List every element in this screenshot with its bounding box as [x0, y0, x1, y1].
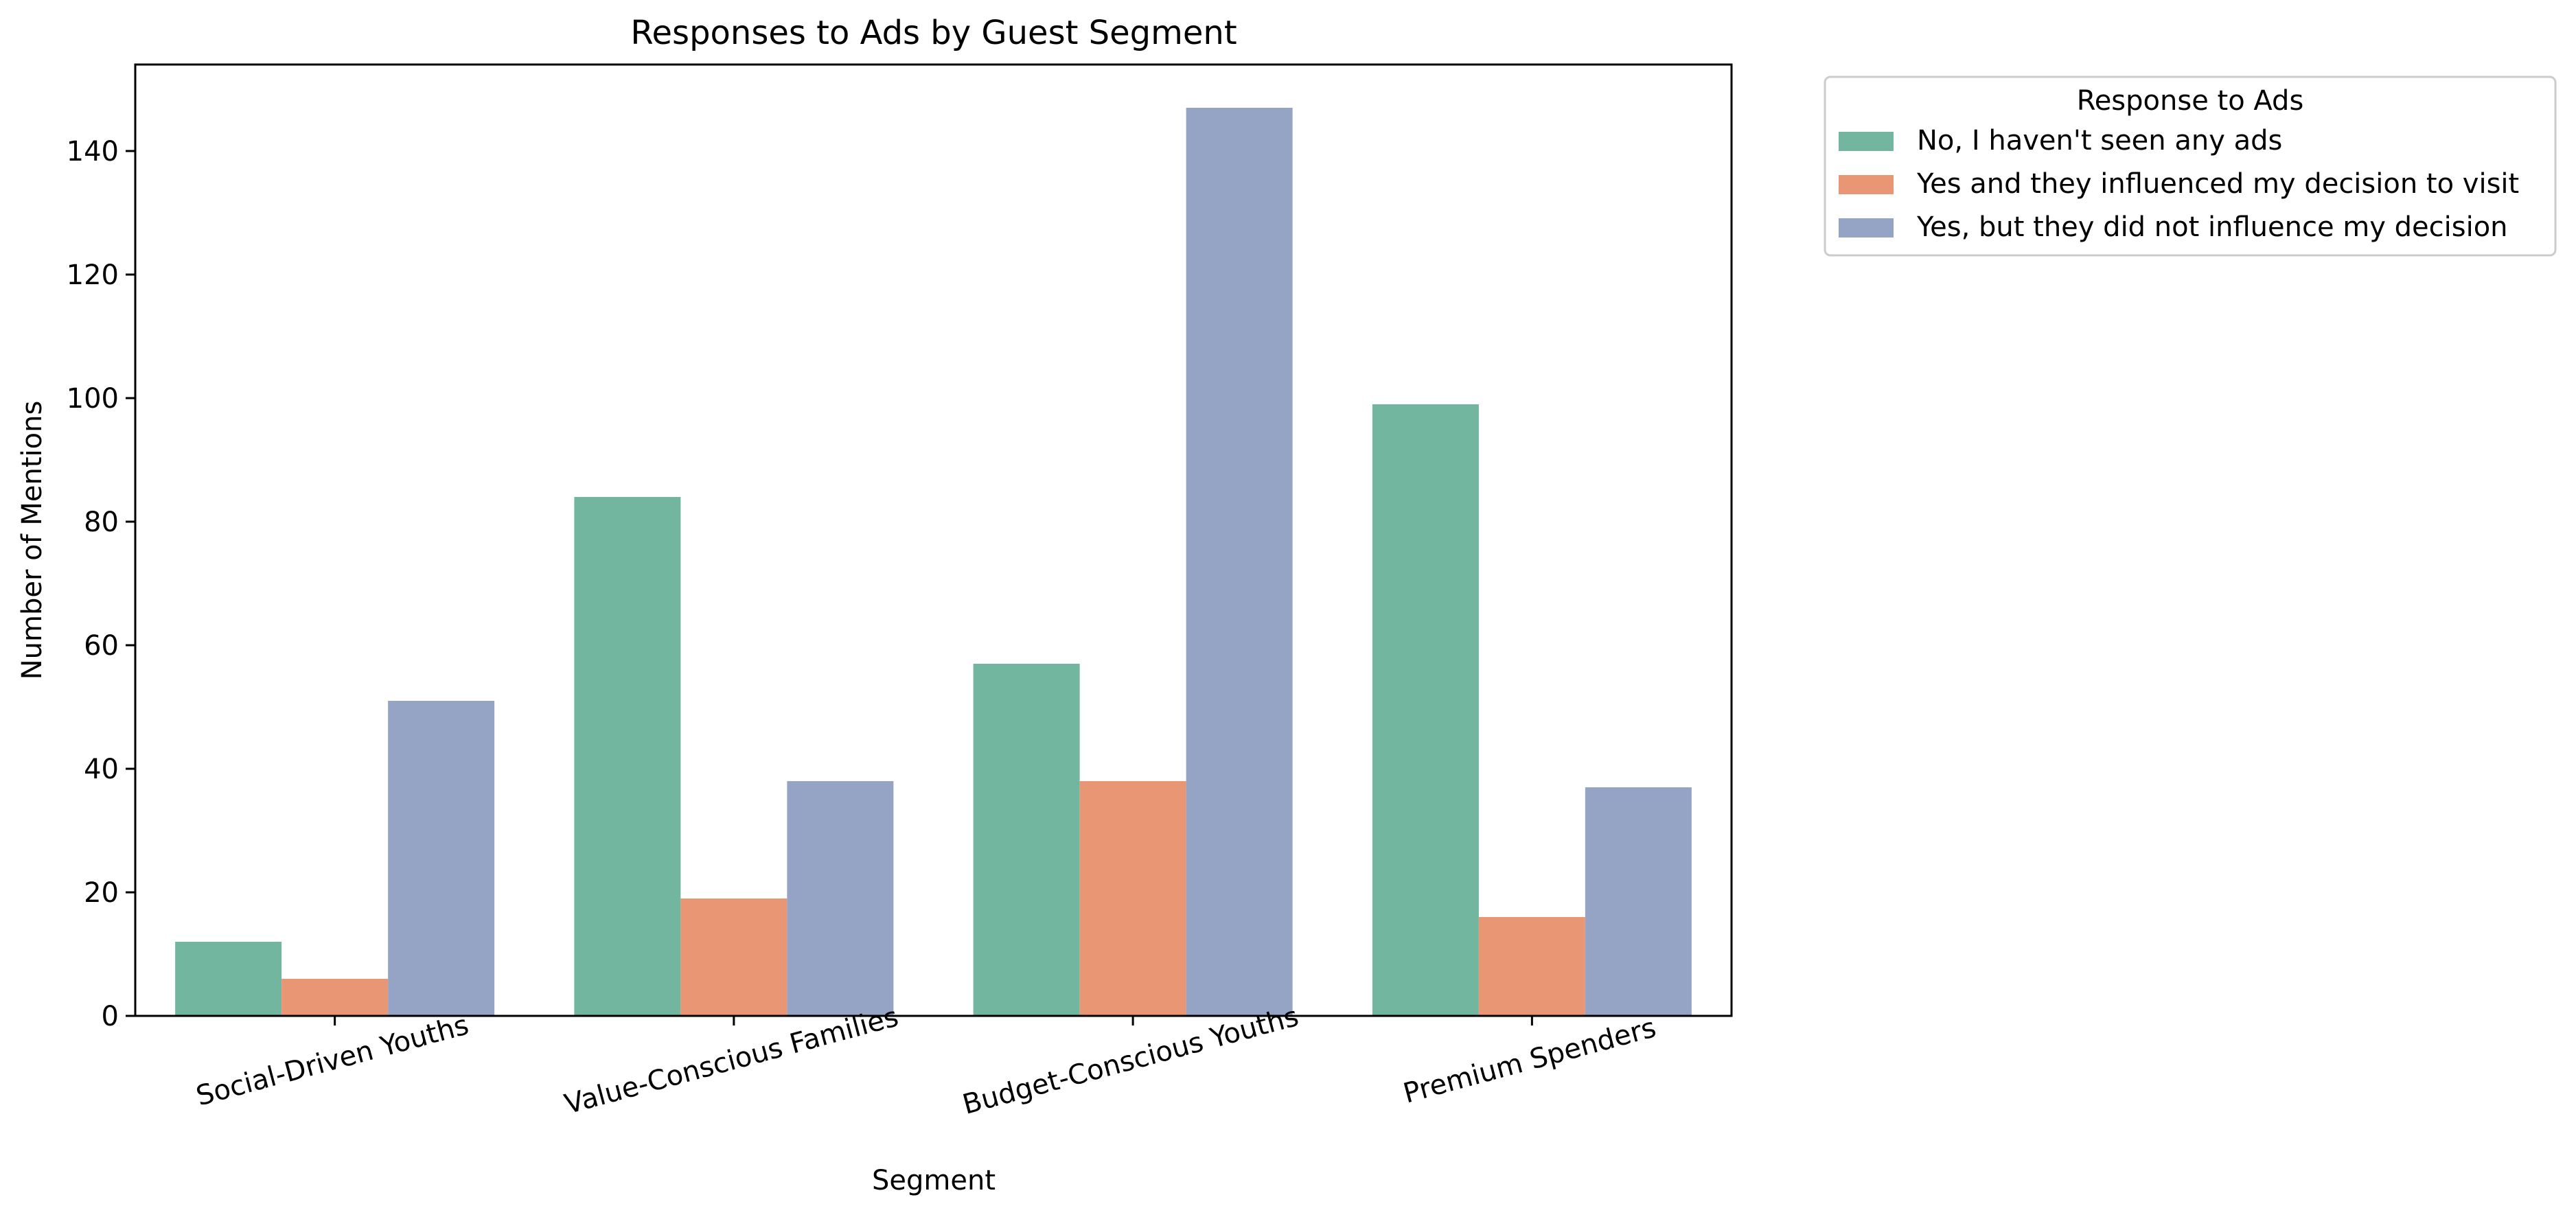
y-tick-label: 0: [102, 1001, 119, 1032]
y-tick-label: 120: [67, 259, 119, 291]
plot-frame: [134, 63, 1733, 1017]
y-tick-label: 20: [84, 877, 119, 909]
bar-group: [175, 108, 1692, 1016]
legend-swatch-1: [1839, 132, 1894, 151]
bar-budget-conscious-youths-series-2: [1079, 781, 1186, 1016]
bar-budget-conscious-youths-series-3: [1186, 108, 1293, 1016]
bar-budget-conscious-youths-series-1: [973, 664, 1080, 1016]
y-tick-label: 140: [67, 136, 119, 167]
chart-title: Responses to Ads by Guest Segment: [630, 14, 1237, 52]
bar-value-conscious-families-series-2: [680, 899, 787, 1016]
bar-premium-spenders-series-3: [1585, 787, 1692, 1016]
bar-value-conscious-families-series-1: [574, 497, 681, 1016]
legend-label-2: Yes and they influenced my decision to v…: [1916, 168, 2519, 200]
bar-social-driven-youths-series-2: [281, 979, 389, 1016]
legend-frame: [1824, 76, 2557, 257]
bar-social-driven-youths-series-1: [175, 942, 282, 1016]
bar-premium-spenders-series-1: [1372, 404, 1479, 1016]
legend-items: No, I haven't seen any ads Yes and they i…: [1839, 125, 2519, 243]
y-tick-label: 100: [67, 383, 119, 415]
bar-social-driven-youths-series-3: [388, 701, 495, 1016]
y-axis-label: Number of Mentions: [16, 401, 48, 680]
bar-value-conscious-families-series-3: [787, 781, 894, 1016]
legend-label-1: No, I haven't seen any ads: [1917, 125, 2282, 157]
y-tick-label: 80: [84, 507, 119, 538]
x-axis-label: Segment: [872, 1165, 996, 1196]
y-axis: 0 20 40 60 80 100 120 140: [67, 136, 135, 1032]
legend-label-3: Yes, but they did not influence my decis…: [1916, 211, 2508, 243]
legend-swatch-2: [1839, 175, 1894, 194]
y-tick-label: 60: [84, 630, 119, 662]
legend-title: Response to Ads: [2077, 85, 2304, 117]
legend-swatch-3: [1839, 218, 1894, 237]
bar-premium-spenders-series-2: [1478, 917, 1585, 1016]
legend: Response to Ads No, I haven't seen any a…: [1824, 76, 2557, 257]
y-tick-label: 40: [84, 754, 119, 785]
